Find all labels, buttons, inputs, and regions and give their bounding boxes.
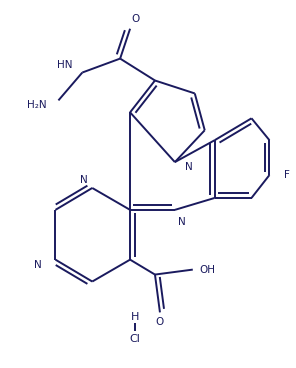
Text: N: N — [185, 162, 193, 172]
Text: OH: OH — [200, 265, 216, 275]
Text: N: N — [178, 217, 186, 227]
Text: O: O — [131, 14, 139, 24]
Text: H: H — [131, 312, 139, 322]
Text: H₂N: H₂N — [27, 100, 46, 110]
Text: F: F — [284, 170, 290, 180]
Text: Cl: Cl — [130, 334, 141, 344]
Text: O: O — [156, 317, 164, 328]
Text: N: N — [34, 259, 41, 270]
Text: HN: HN — [57, 60, 72, 70]
Text: N: N — [81, 175, 88, 185]
